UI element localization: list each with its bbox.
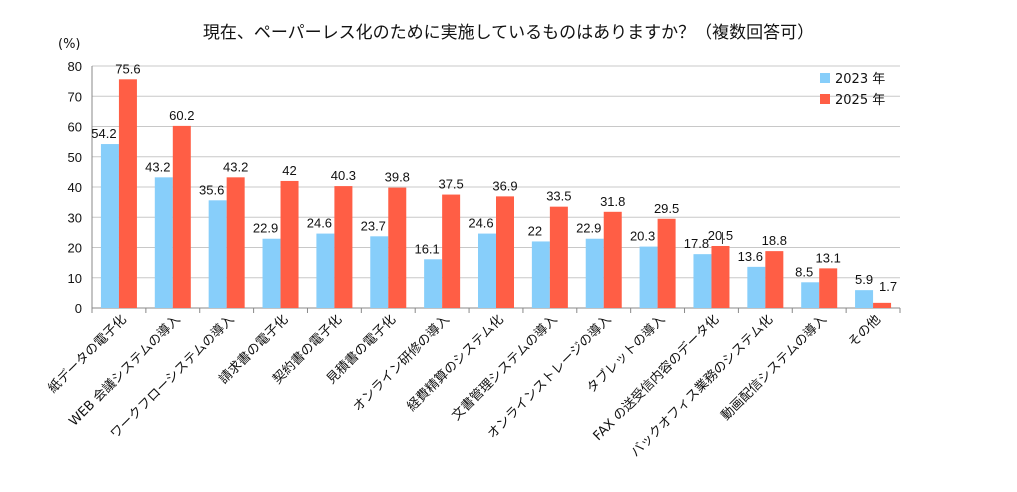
data-label-2025: 13.1	[816, 250, 841, 265]
y-tick-label: 10	[68, 271, 82, 286]
data-label-2023: 23.7	[361, 218, 386, 233]
bar-2025	[603, 211, 622, 308]
bar-2023	[262, 238, 281, 308]
data-label-2023: 17.8	[684, 236, 709, 251]
legend-swatch	[820, 94, 830, 104]
bar-2025	[172, 125, 191, 309]
chart-title: 現在、ペーパーレス化のために実施しているものはありますか？（複数回答可）	[202, 23, 815, 43]
x-category-label: 経費精算のシステム化	[405, 312, 507, 414]
data-label-2023: 22.9	[576, 221, 601, 236]
bar-2023	[531, 241, 550, 308]
bar-2025	[819, 268, 838, 308]
bar-2023	[585, 238, 604, 308]
y-tick-label: 40	[68, 180, 82, 195]
data-label-2023: 54.2	[91, 126, 116, 141]
y-tick-label: 60	[68, 120, 82, 135]
data-label-2023: 22.9	[253, 221, 278, 236]
data-label-2023: 22	[528, 223, 542, 238]
bar-2023	[747, 266, 766, 308]
y-tick-label: 80	[68, 59, 82, 74]
data-label-2025: 29.5	[654, 201, 679, 216]
data-label-2023: 13.6	[738, 249, 763, 264]
data-label-2023: 8.5	[795, 264, 813, 279]
bar-2023	[100, 144, 119, 308]
data-label-2025: 33.5	[546, 189, 571, 204]
data-label-2023: 43.2	[145, 159, 170, 174]
bar-2025	[118, 79, 137, 308]
bar-2023	[316, 233, 335, 308]
bar-2025	[226, 177, 245, 308]
y-axis-unit-label: (%)	[58, 37, 81, 52]
legend-swatch	[820, 73, 830, 83]
bar-2023	[693, 254, 712, 308]
bar-2023	[639, 246, 658, 308]
y-tick-label: 70	[68, 89, 82, 104]
bar-2023	[478, 233, 496, 308]
legend-label: 2023 年	[835, 72, 885, 87]
bar-2023	[208, 200, 227, 308]
bar-2025	[442, 194, 461, 308]
bar-2025	[657, 218, 676, 308]
bar-2025	[765, 251, 784, 308]
bar-2025	[388, 187, 407, 308]
legend-label: 2025 年	[835, 93, 885, 108]
bar-2025	[873, 302, 892, 308]
x-category-label: オンライン研修の導入	[350, 312, 453, 415]
data-label-2025: 60.2	[169, 108, 194, 123]
data-label-2025: 43.2	[223, 159, 248, 174]
bar-2023	[154, 177, 173, 308]
bar-2025	[496, 196, 514, 308]
data-label-2025: 18.8	[762, 233, 787, 248]
x-category-label: その他	[846, 312, 884, 350]
bar-2025	[280, 180, 299, 308]
data-label-2025: 40.3	[331, 168, 356, 183]
y-tick-label: 20	[68, 241, 82, 256]
x-category-label: 動画配信システムの導入	[719, 312, 830, 423]
y-tick-label: 30	[68, 210, 82, 225]
data-label-2025: 75.6	[115, 61, 140, 76]
data-label-2025: 36.9	[492, 178, 517, 193]
data-label-2023: 16.1	[414, 241, 439, 256]
data-label-2023: 24.6	[468, 216, 493, 231]
data-label-2025: 1.7	[879, 279, 897, 294]
x-category-label: 文書管理システムの導入	[449, 312, 560, 423]
bar-2025	[549, 206, 568, 308]
data-label-2025: 31.8	[600, 194, 625, 209]
data-label-2025: 42	[282, 163, 296, 178]
bar-2025	[711, 245, 730, 308]
bar-2023	[801, 282, 820, 308]
data-label-2023: 20.3	[630, 229, 655, 244]
y-tick-label: 50	[68, 150, 82, 165]
data-label-2025: 20.5	[708, 228, 733, 243]
x-category-label: WEB 会議システムの導入	[66, 312, 183, 429]
data-label-2025: 39.8	[385, 170, 410, 185]
bar-2023	[370, 236, 389, 308]
bar-2023	[424, 259, 443, 308]
y-tick-label: 0	[75, 301, 82, 316]
data-label-2023: 35.6	[199, 182, 224, 197]
bar-2025	[334, 186, 353, 308]
bar-2023	[855, 290, 874, 308]
data-label-2025: 37.5	[438, 177, 463, 192]
data-label-2023: 5.9	[855, 272, 873, 287]
data-label-2023: 24.6	[307, 216, 332, 231]
